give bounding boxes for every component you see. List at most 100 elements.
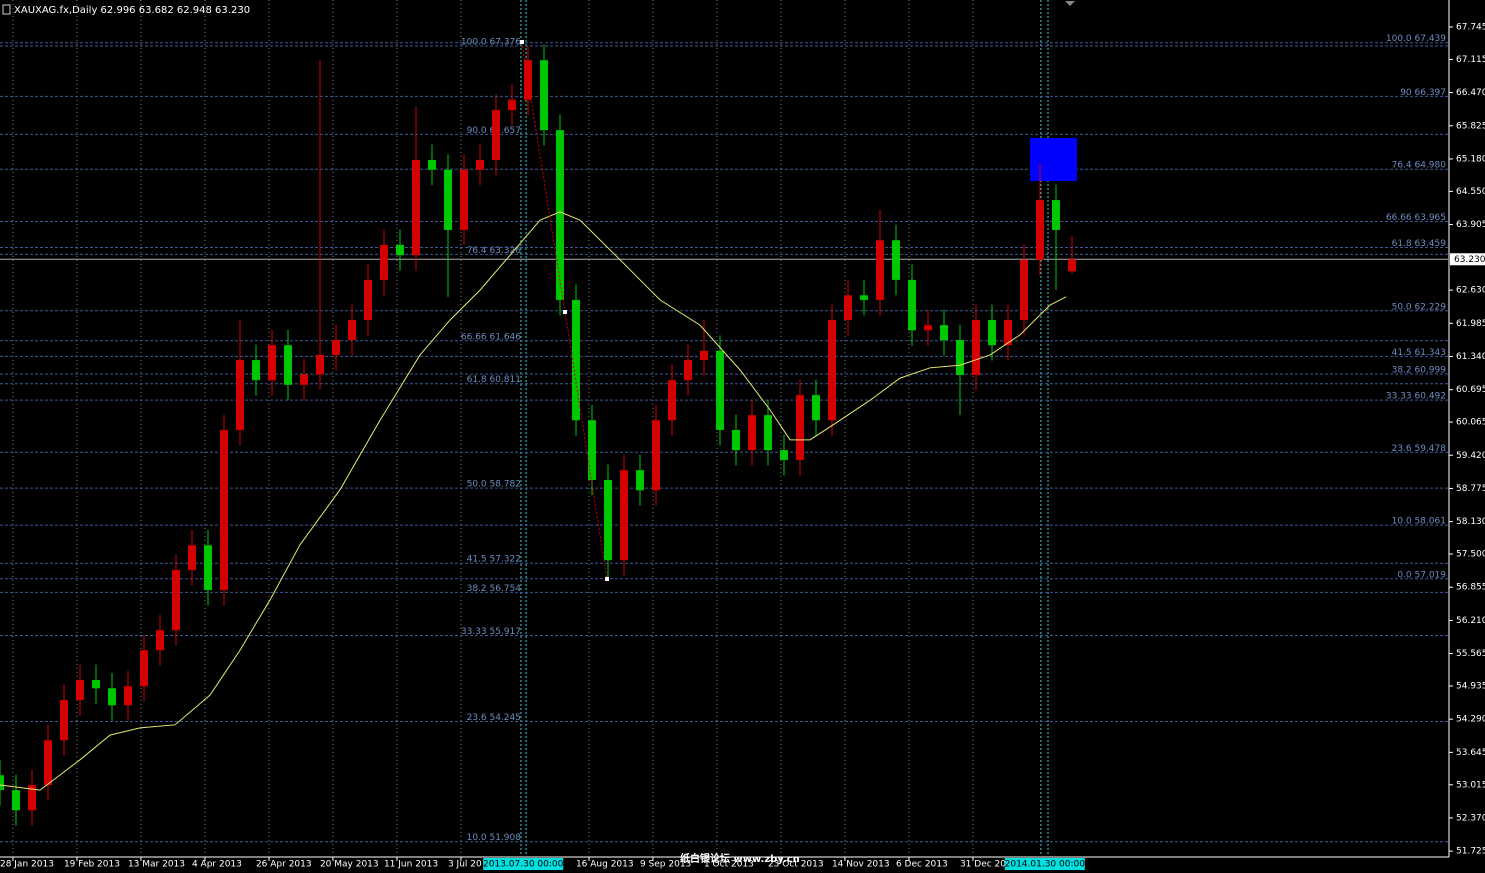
candle-body bbox=[444, 169, 452, 230]
candle-body bbox=[732, 430, 740, 451]
candle-body bbox=[60, 700, 68, 741]
candle-body bbox=[876, 240, 884, 300]
candle-body bbox=[1068, 259, 1076, 272]
fib-label: 61.8 60.811 bbox=[467, 375, 521, 385]
candle-body bbox=[396, 244, 404, 256]
candle-body bbox=[588, 420, 596, 480]
candle-body bbox=[828, 319, 836, 421]
fib-label: 38.2 60.999 bbox=[1392, 366, 1447, 376]
candle-body bbox=[508, 99, 516, 111]
candle-body bbox=[428, 159, 436, 170]
x-tick-label: 9 Sep 2013 bbox=[640, 860, 691, 870]
y-tick-label: 65.825 bbox=[1456, 121, 1485, 131]
candle-body bbox=[220, 430, 228, 591]
candle-body bbox=[684, 360, 692, 381]
candle-body bbox=[540, 60, 548, 131]
time-label: 2013.07.30 00:00 bbox=[483, 860, 564, 870]
candle-body bbox=[476, 159, 484, 170]
fib-label: 33.33 60.492 bbox=[1386, 392, 1446, 402]
fib-label: 10.0 58.061 bbox=[1392, 517, 1446, 527]
candle-body bbox=[988, 319, 996, 346]
candle-body bbox=[556, 130, 564, 300]
fib-label: 66.66 61.646 bbox=[461, 332, 521, 342]
candle-body bbox=[460, 169, 468, 230]
fib-label: 50.0 62.229 bbox=[1392, 302, 1447, 312]
candle-body bbox=[716, 350, 724, 431]
time-label-box bbox=[1004, 858, 1085, 870]
fib-label: 23.6 54.245 bbox=[467, 713, 521, 723]
x-tick-label: 6 Dec 2013 bbox=[896, 860, 948, 870]
candle-body bbox=[572, 299, 580, 421]
candle-body bbox=[172, 569, 180, 631]
symbol-icon bbox=[2, 4, 11, 15]
y-tick-label: 65.180 bbox=[1456, 154, 1485, 164]
y-tick-label: 53.015 bbox=[1456, 780, 1485, 790]
candle-body bbox=[764, 415, 772, 451]
fib-label: 41.5 61.343 bbox=[1392, 348, 1446, 358]
candle-body bbox=[860, 295, 868, 300]
candle-body bbox=[364, 279, 372, 320]
ma-layer bbox=[0, 211, 1067, 791]
candle-body bbox=[780, 450, 788, 460]
fib-label: 66.66 63.965 bbox=[1386, 213, 1446, 223]
moving-average bbox=[0, 211, 1067, 791]
candle-body bbox=[76, 680, 84, 701]
candles-layer bbox=[0, 44, 1076, 826]
pivot-marker bbox=[563, 310, 567, 314]
candle-body bbox=[268, 345, 276, 381]
y-tick-label: 53.645 bbox=[1456, 748, 1485, 758]
fib-label: 50.0 58.782 bbox=[467, 480, 521, 490]
candle-body bbox=[412, 159, 420, 256]
header: XAUXAG.fx,Daily 62.996 63.682 62.948 63.… bbox=[14, 5, 250, 16]
y-tick-label: 58.775 bbox=[1456, 484, 1485, 494]
candle-body bbox=[620, 470, 628, 561]
candle-body bbox=[892, 240, 900, 280]
fib-label: 23.6 59.478 bbox=[1392, 444, 1447, 454]
shift-marker bbox=[1065, 1, 1075, 6]
fib-label: 61.8 63.459 bbox=[1392, 239, 1447, 249]
candle-body bbox=[124, 686, 132, 706]
y-tick-label: 52.370 bbox=[1456, 813, 1485, 823]
x-tick-label: 31 Dec 2013 bbox=[960, 860, 1018, 870]
pivot-marker bbox=[520, 40, 524, 44]
candle-body bbox=[380, 244, 388, 280]
fib-label: 0.0 57.019 bbox=[1397, 570, 1446, 580]
candle-body bbox=[972, 319, 980, 376]
candle-body bbox=[924, 325, 932, 331]
candle-body bbox=[1036, 200, 1044, 260]
candle-body bbox=[332, 340, 340, 355]
x-tick-label: 19 Feb 2013 bbox=[64, 860, 120, 870]
y-tick-label: 67.115 bbox=[1456, 55, 1485, 65]
candle-body bbox=[140, 650, 148, 687]
candle-body bbox=[908, 279, 916, 331]
time-label-box bbox=[483, 858, 564, 870]
candle-body bbox=[1052, 200, 1060, 230]
candle-body bbox=[44, 740, 52, 786]
time-label: 2014.01.30 00:00 bbox=[1005, 860, 1086, 870]
candle-body bbox=[1004, 319, 1012, 346]
y-tick-label: 62.630 bbox=[1456, 286, 1485, 296]
candle-body bbox=[236, 360, 244, 431]
y-tick-label: 63.905 bbox=[1456, 220, 1485, 230]
candle-body bbox=[300, 374, 308, 385]
y-tick-label: 64.550 bbox=[1456, 187, 1485, 197]
fib-label: 90 66.397 bbox=[1400, 88, 1446, 98]
candle-body bbox=[92, 680, 100, 689]
x-tick-label: 28 Jan 2013 bbox=[0, 860, 54, 870]
candle-body bbox=[940, 325, 948, 341]
candle-body bbox=[812, 395, 820, 421]
x-tick-label: 20 May 2013 bbox=[320, 860, 379, 870]
y-tick-label: 60.695 bbox=[1456, 385, 1485, 395]
fib-label: 38.2 56.754 bbox=[467, 584, 522, 594]
y-tick-label: 61.985 bbox=[1456, 319, 1485, 329]
price-tag bbox=[1450, 253, 1485, 266]
highlight-box bbox=[1030, 138, 1077, 181]
y-tick-label: 60.065 bbox=[1456, 418, 1485, 428]
candle-body bbox=[28, 785, 36, 811]
x-tick-label: 16 Aug 2013 bbox=[576, 860, 634, 870]
fib-label: 41.5 57.322 bbox=[467, 555, 521, 565]
fib-label: 33.33 55.917 bbox=[461, 627, 521, 637]
y-tick-label: 54.290 bbox=[1456, 715, 1485, 725]
candle-body bbox=[668, 380, 676, 421]
